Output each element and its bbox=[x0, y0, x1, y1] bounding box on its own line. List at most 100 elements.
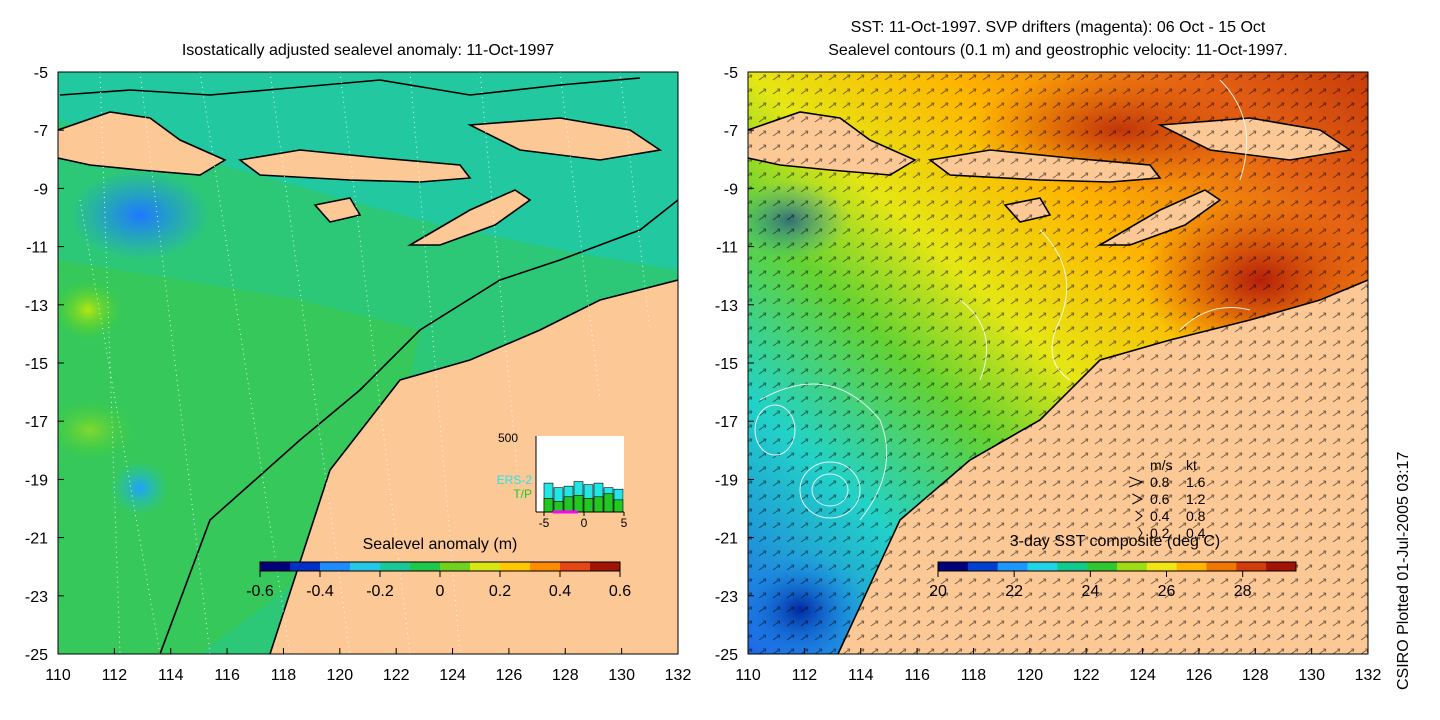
left-y-tick-label: -11 bbox=[26, 240, 48, 257]
velocity-key-ms: 0.6 bbox=[1150, 491, 1170, 507]
velocity-key-kt: 0.8 bbox=[1186, 508, 1206, 524]
right-y-tick-label: -13 bbox=[715, 298, 738, 315]
right-x-tick-label: 122 bbox=[1073, 667, 1100, 684]
sealevel-colorbar-tick-label: 0.6 bbox=[609, 583, 631, 600]
inset-legend-ers2: ERS-2 bbox=[497, 473, 533, 487]
sst-colorbar-swatch bbox=[938, 562, 969, 571]
sealevel-colorbar-tick-label: -0.2 bbox=[366, 583, 394, 600]
inset-x-tick-label: 5 bbox=[621, 516, 628, 530]
sst-colorbar-tick-label: 22 bbox=[1005, 583, 1023, 600]
velocity-key-arrow bbox=[1135, 510, 1143, 522]
left-x-tick-label: 120 bbox=[326, 667, 353, 684]
left-panel-title: Isostatically adjusted sealevel anomaly:… bbox=[181, 42, 555, 59]
inset-bar-tp bbox=[563, 496, 574, 513]
left-y-tick-label: -19 bbox=[25, 472, 48, 489]
sealevel-colorbar-tick-label: 0.2 bbox=[489, 583, 511, 600]
sealevel-colorbar-tick-label: 0.4 bbox=[549, 583, 571, 600]
left-y-tick-label: -9 bbox=[34, 181, 48, 198]
right-x-tick-label: 130 bbox=[1298, 667, 1325, 684]
sst-colorbar-tick-label: 28 bbox=[1234, 583, 1252, 600]
velocity-key: m/s kt 0.8 1.60.6 1.20.4 0.80.2 0.4 bbox=[1129, 457, 1206, 541]
right-y-tick-label: -11 bbox=[716, 240, 738, 257]
right-y-tick-label: -23 bbox=[715, 589, 738, 606]
sealevel-colorbar-swatch bbox=[590, 562, 621, 571]
left-x-tick-label: 122 bbox=[383, 667, 410, 684]
sealevel-colorbar-swatch bbox=[470, 562, 501, 571]
left-y-axis: -5 -7 -9 -11 -13 -15 -17 -19 -21 -23 -25 bbox=[25, 65, 64, 664]
right-x-tick-label: 120 bbox=[1016, 667, 1043, 684]
right-x-tick-label: 114 bbox=[848, 667, 874, 684]
velocity-key-kt: 1.6 bbox=[1186, 474, 1206, 490]
sst-colorbar-swatch bbox=[1266, 562, 1297, 571]
right-y-tick-label: -5 bbox=[724, 65, 738, 82]
sst-colorbar-swatch bbox=[1176, 562, 1207, 571]
left-y-tick-label: -7 bbox=[34, 123, 48, 140]
data-count-inset: 500 ERS-2 T/P -5 0 5 bbox=[497, 431, 628, 530]
sst-colorbar-swatch bbox=[1206, 562, 1237, 571]
inset-bar-tp bbox=[573, 494, 584, 513]
right-y-tick-label: -15 bbox=[715, 356, 738, 373]
sealevel-colorbar-swatch bbox=[320, 562, 351, 571]
velocity-key-header-ms: m/s bbox=[1150, 457, 1173, 473]
sealevel-colorbar-swatch bbox=[440, 562, 471, 571]
left-x-tick-label: 124 bbox=[439, 667, 466, 684]
sealevel-colorbar: Sealevel anomaly (m) -0.6 -0.4 -0.2 0 0.2 0.4… bbox=[246, 536, 631, 600]
inset-ymax-label: 500 bbox=[498, 431, 518, 445]
left-x-tick-label: 118 bbox=[271, 667, 297, 684]
right-panel-title-line2: Sealevel contours (0.1 m) and geostrophi… bbox=[828, 42, 1288, 59]
inset-bar-tp bbox=[613, 499, 624, 513]
velocity-key-kt: 0.4 bbox=[1186, 525, 1206, 541]
sealevel-colorbar-swatch bbox=[500, 562, 531, 571]
left-x-tick-label: 128 bbox=[552, 667, 579, 684]
sealevel-colorbar-tick-label: -0.6 bbox=[246, 583, 274, 600]
sst-colorbar-tick-label: 20 bbox=[929, 583, 947, 600]
inset-x-tick-label: 0 bbox=[581, 516, 588, 530]
velocity-key-ms: 0.4 bbox=[1150, 508, 1170, 524]
velocity-key-header-kt: kt bbox=[1186, 457, 1197, 473]
right-x-tick-label: 112 bbox=[792, 667, 818, 684]
right-y-axis: -5 -7 -9 -11 -13 -15 -17 -19 -21 -23 -25 bbox=[715, 65, 754, 664]
left-y-tick-label: -25 bbox=[25, 647, 48, 664]
velocity-key-arrow bbox=[1132, 493, 1144, 505]
velocity-key-ms: 0.8 bbox=[1150, 474, 1170, 490]
right-x-axis: 110 112 114 116 118 120 122 124 126 128 130 132 bbox=[735, 648, 1381, 684]
right-x-tick-label: 128 bbox=[1242, 667, 1269, 684]
sst-colorbar-swatch bbox=[1087, 562, 1118, 571]
right-x-tick-label: 126 bbox=[1186, 667, 1213, 684]
right-x-tick-label: 118 bbox=[961, 667, 987, 684]
sst-colorbar-swatch bbox=[997, 562, 1028, 571]
sst-colorbar-swatch bbox=[1236, 562, 1267, 571]
left-y-tick-label: -21 bbox=[25, 531, 48, 548]
sst-colorbar-swatch bbox=[1117, 562, 1148, 571]
right-x-tick-label: 124 bbox=[1129, 667, 1156, 684]
inset-x-tick-label: -5 bbox=[539, 516, 550, 530]
inset-legend-tp: T/P bbox=[513, 487, 532, 501]
sealevel-colorbar-tick-label: 0 bbox=[436, 583, 445, 600]
right-y-tick-label: -21 bbox=[715, 531, 738, 548]
sst-colorbar-swatch bbox=[1027, 562, 1058, 571]
right-y-tick-label: -7 bbox=[724, 123, 738, 140]
left-x-tick-label: 130 bbox=[608, 667, 635, 684]
sealevel-colorbar-swatch bbox=[380, 562, 411, 571]
sst-colorbar-swatch bbox=[967, 562, 999, 571]
sst-colorbar-label: 3-day SST composite (deg C) bbox=[1010, 533, 1220, 550]
right-x-tick-label: 110 bbox=[735, 667, 761, 684]
sealevel-colorbar-label: Sealevel anomaly (m) bbox=[363, 536, 518, 553]
sealevel-colorbar-swatch bbox=[290, 562, 321, 571]
left-x-tick-label: 116 bbox=[214, 667, 240, 684]
inset-bar-tp bbox=[543, 498, 554, 513]
sst-colorbar-swatch bbox=[1146, 562, 1178, 571]
right-x-tick-label: 132 bbox=[1355, 667, 1382, 684]
left-y-tick-label: -17 bbox=[25, 414, 48, 431]
right-y-tick-label: -9 bbox=[724, 181, 738, 198]
left-x-axis: 110 112 114 116 118 120 122 124 126 128 130 132 bbox=[45, 648, 691, 684]
sealevel-colorbar-swatch bbox=[350, 562, 381, 571]
velocity-key-arrow bbox=[1129, 476, 1144, 488]
left-y-tick-label: -23 bbox=[25, 589, 48, 606]
velocity-key-arrow bbox=[1138, 527, 1143, 539]
left-x-tick-label: 132 bbox=[665, 667, 692, 684]
inset-bar-tp bbox=[593, 496, 604, 513]
left-x-tick-label: 114 bbox=[158, 667, 184, 684]
